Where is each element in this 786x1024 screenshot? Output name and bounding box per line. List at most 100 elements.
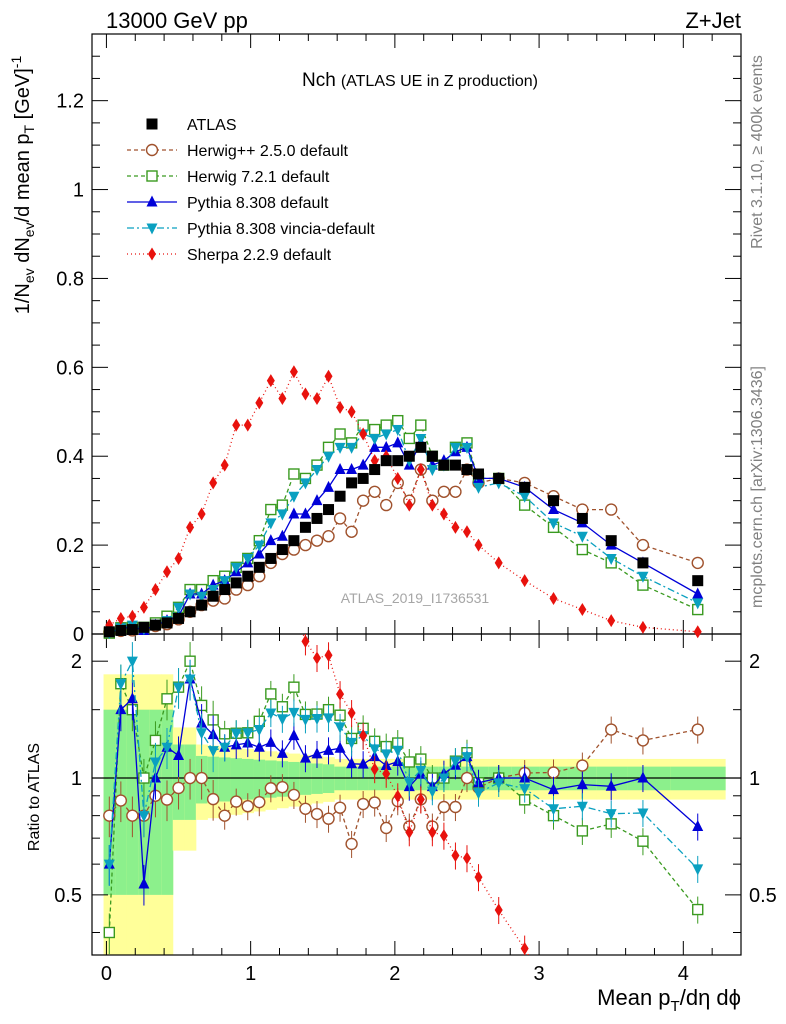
ratio-point xyxy=(493,778,505,790)
data-point xyxy=(494,556,503,570)
x-tick-label: 3 xyxy=(534,963,545,985)
ratio-point xyxy=(206,792,220,806)
data-point xyxy=(299,521,311,533)
legend-label: Herwig++ 2.5.0 default xyxy=(187,143,349,160)
ratio-point xyxy=(439,829,448,843)
data-point xyxy=(128,609,137,623)
data-point xyxy=(174,551,183,565)
ratio-point xyxy=(173,749,185,761)
data-point xyxy=(311,465,323,477)
ratio-point xyxy=(310,807,324,821)
data-point xyxy=(323,480,335,492)
ratio-point xyxy=(172,781,185,795)
legend-label: ATLAS xyxy=(187,117,237,134)
ratio-point xyxy=(299,714,311,726)
ratio-point xyxy=(494,903,503,917)
data-point xyxy=(139,600,148,614)
ratio-point xyxy=(196,728,208,740)
ratio-point xyxy=(637,808,649,820)
data-point xyxy=(548,503,560,515)
data-point xyxy=(312,391,321,405)
y-tick-label: 0 xyxy=(73,624,84,646)
data-point xyxy=(636,538,650,552)
header-energy: 13000 GeV pp xyxy=(106,8,248,33)
data-point xyxy=(380,455,392,467)
data-point xyxy=(576,543,589,556)
data-point xyxy=(173,612,185,624)
data-point xyxy=(265,503,277,516)
ratio-point xyxy=(218,809,231,822)
data-point xyxy=(219,576,231,588)
data-point xyxy=(576,531,588,543)
series-atlas xyxy=(103,441,704,638)
data-point xyxy=(347,405,356,419)
series-line xyxy=(109,419,698,634)
ratio-point xyxy=(346,757,358,769)
ratio-point xyxy=(138,811,150,823)
series-curves xyxy=(103,365,704,640)
data-point xyxy=(692,587,704,599)
ratio-point xyxy=(370,762,379,776)
ratio-point xyxy=(426,786,438,798)
series-sherpa-2-2-9-default xyxy=(105,365,702,639)
ratio-tick-label-left: 1 xyxy=(71,768,82,790)
ratio-point xyxy=(207,746,219,758)
y-tick-label: 1.2 xyxy=(56,91,84,113)
legend-marker xyxy=(146,195,158,207)
data-point xyxy=(369,440,381,452)
ratio-point xyxy=(548,783,560,795)
data-point xyxy=(310,534,324,547)
data-point xyxy=(637,557,649,569)
ratio-point xyxy=(312,651,321,665)
data-point xyxy=(519,491,531,503)
data-point xyxy=(380,440,392,452)
data-point xyxy=(578,603,587,617)
data-point xyxy=(288,535,300,547)
ratio-point xyxy=(334,722,346,734)
data-point xyxy=(253,540,265,552)
data-point xyxy=(548,495,560,507)
ratio-point xyxy=(242,728,254,740)
ratio-point xyxy=(311,747,323,759)
ratio-point xyxy=(403,777,415,789)
data-point xyxy=(405,498,414,512)
data-point xyxy=(197,507,206,521)
ratio-point xyxy=(382,767,391,781)
ratio-point xyxy=(403,756,415,768)
data-point xyxy=(288,491,300,503)
data-point xyxy=(451,520,460,534)
data-point xyxy=(520,574,529,588)
data-point xyxy=(334,442,346,454)
data-point xyxy=(426,450,438,462)
data-point xyxy=(346,463,358,475)
data-point xyxy=(276,544,288,556)
ratio-point xyxy=(323,713,335,725)
ratio-point xyxy=(576,801,588,813)
band-green xyxy=(218,757,231,802)
ratio-point xyxy=(138,772,150,784)
y-tick-label: 0.8 xyxy=(56,268,84,290)
data-point xyxy=(299,478,311,490)
x-tick-label: 1 xyxy=(245,963,256,985)
data-point xyxy=(428,498,437,512)
data-point xyxy=(392,414,404,427)
data-point xyxy=(151,583,160,597)
legend-marker xyxy=(146,170,158,182)
data-point xyxy=(196,591,208,603)
band-green xyxy=(299,762,312,795)
ratio-point xyxy=(347,706,356,720)
data-point xyxy=(380,429,392,441)
ratio-point xyxy=(265,735,277,747)
data-point xyxy=(299,507,311,519)
ratio-point xyxy=(415,765,427,777)
data-point xyxy=(253,547,265,559)
ratio-tick-label-right: 0.5 xyxy=(749,885,777,907)
data-point xyxy=(426,465,438,477)
data-point xyxy=(439,507,448,521)
ratio-point xyxy=(311,714,323,726)
data-point xyxy=(607,614,616,628)
band-green xyxy=(311,763,324,794)
data-point xyxy=(149,619,161,631)
ratio-point xyxy=(334,741,346,753)
ratio-point xyxy=(692,903,704,916)
